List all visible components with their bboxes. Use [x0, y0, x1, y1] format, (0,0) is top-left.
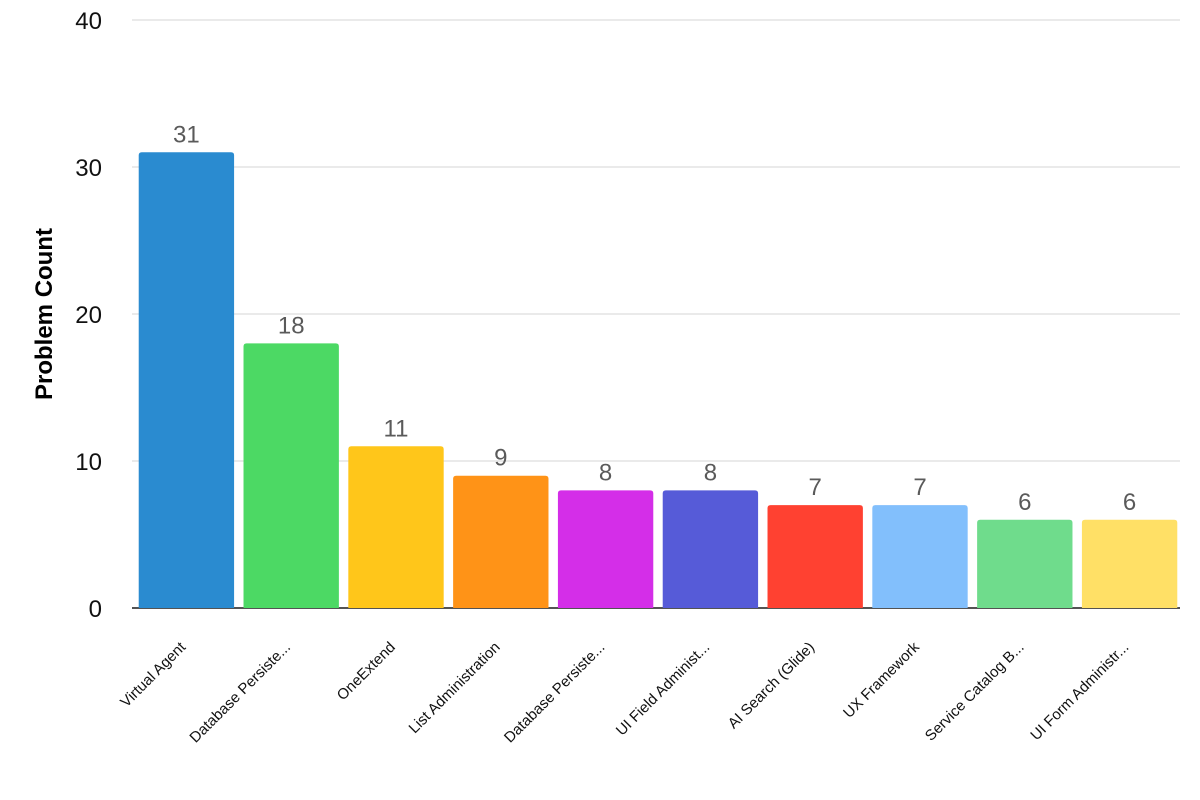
x-tick-label: UI Form Administr... — [1027, 639, 1132, 744]
x-tick-label: UI Field Administ... — [613, 639, 713, 739]
y-tick-label: 40 — [75, 8, 102, 35]
x-tick-label: Service Catalog B... — [922, 639, 1028, 745]
bar — [1081, 519, 1178, 608]
bar — [662, 490, 759, 608]
x-tick-label: AI Search (Glide) — [725, 639, 818, 732]
x-tick-label: Database Persiste... — [501, 639, 609, 747]
bar — [872, 505, 968, 608]
bars — [138, 152, 1178, 609]
data-label: 8 — [599, 459, 612, 486]
y-tick-label: 30 — [75, 155, 102, 182]
y-axis-ticks: 0 10 20 30 40 — [75, 8, 102, 623]
data-labels: 31 18 11 9 8 8 7 7 6 6 — [173, 121, 1136, 516]
data-label: 8 — [704, 459, 717, 486]
bar — [977, 519, 1073, 608]
x-tick-label: List Administration — [406, 639, 504, 737]
data-label: 31 — [173, 121, 200, 148]
y-tick-label: 10 — [75, 449, 102, 476]
x-tick-label: OneExtend — [334, 639, 399, 704]
x-tick-label: Virtual Agent — [117, 638, 190, 711]
data-label: 11 — [384, 415, 409, 442]
bar — [767, 505, 863, 608]
data-label: 6 — [1123, 489, 1136, 516]
bar — [453, 475, 549, 608]
data-label: 9 — [494, 445, 507, 472]
x-tick-label: Database Persiste... — [186, 639, 294, 747]
y-tick-label: 20 — [75, 302, 102, 329]
data-label: 7 — [913, 474, 926, 501]
data-label: 7 — [809, 474, 822, 501]
x-tick-label: UX Framework — [840, 638, 923, 721]
bar — [557, 490, 654, 608]
bar — [348, 446, 444, 608]
bar — [138, 152, 235, 609]
data-label: 6 — [1018, 489, 1031, 516]
bar — [243, 343, 339, 608]
data-label: 18 — [278, 312, 305, 339]
y-axis-label: Problem Count — [31, 228, 58, 400]
y-tick-label: 0 — [89, 596, 102, 623]
